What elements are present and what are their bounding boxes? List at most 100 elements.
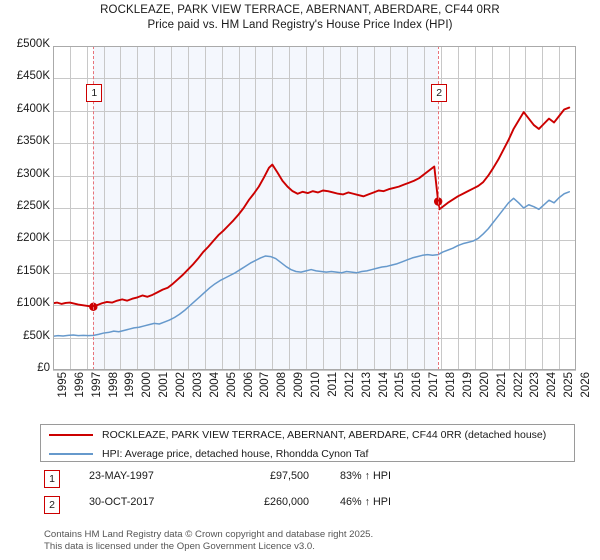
- x-tick-label: 2000: [141, 372, 154, 398]
- grid-line-horizontal: [53, 143, 576, 144]
- sale-hpi-delta: 46% ↑ HPI: [340, 496, 392, 508]
- x-tick-label: 1999: [124, 372, 137, 398]
- grid-line-vertical: [542, 46, 543, 370]
- x-tick-label: 2008: [276, 372, 289, 398]
- legend-label: HPI: Average price, detached house, Rhon…: [102, 447, 369, 460]
- y-tick-label: £350K: [16, 135, 50, 148]
- sale-date: 30-OCT-2017: [89, 496, 155, 508]
- grid-line-vertical: [205, 46, 206, 370]
- sale-index-badge[interactable]: 1: [44, 470, 60, 488]
- grid-line-horizontal: [53, 370, 576, 371]
- x-tick-label: 2004: [208, 372, 221, 398]
- y-tick-label: £50K: [23, 329, 50, 342]
- series-line-hpi: [53, 191, 570, 338]
- event-dashed-line: [93, 46, 95, 370]
- legend-color-swatch: [49, 433, 93, 436]
- y-axis-labels: £0 £50K £100K £150K £200K £250K £300K £350K £400…: [0, 38, 50, 374]
- grid-line-vertical: [525, 46, 526, 370]
- grid-line-horizontal: [53, 305, 576, 306]
- x-tick-label: 2014: [377, 372, 390, 398]
- x-tick-label: 2002: [175, 372, 188, 398]
- grid-line-horizontal: [53, 273, 576, 274]
- y-tick-label: £150K: [16, 264, 50, 277]
- grid-line-vertical: [104, 46, 105, 370]
- grid-line-vertical: [70, 46, 71, 370]
- footer-line-1: Contains HM Land Registry data © Crown c…: [44, 529, 374, 540]
- grid-line-vertical: [492, 46, 493, 370]
- page-title: ROCKLEAZE, PARK VIEW TERRACE, ABERNANT, …: [0, 3, 600, 33]
- grid-line-vertical: [239, 46, 240, 370]
- x-tick-label: 2019: [461, 372, 474, 398]
- grid-line-horizontal: [53, 78, 576, 79]
- sale-date: 23-MAY-1997: [89, 470, 154, 482]
- x-tick-label: 2013: [360, 372, 373, 398]
- grid-line-vertical: [509, 46, 510, 370]
- y-tick-label: £400K: [16, 102, 50, 115]
- x-axis-labels: 1995 1996 1997 1998 1999 2000 2001 2002 2003 2004…: [53, 372, 592, 418]
- x-tick-label: 2003: [191, 372, 204, 398]
- x-tick-label: 2017: [428, 372, 441, 398]
- x-tick-label: 2001: [158, 372, 171, 398]
- x-tick-label: 2021: [495, 372, 508, 398]
- x-tick-label: 2023: [529, 372, 542, 398]
- table-row[interactable]: 2 30-OCT-2017 £260,000 46% ↑ HPI: [40, 496, 580, 522]
- footer-attribution: Contains HM Land Registry data © Crown c…: [44, 529, 584, 552]
- x-tick-label: 2012: [343, 372, 356, 398]
- sale-hpi-delta: 83% ↑ HPI: [340, 470, 392, 482]
- series-lines: [53, 106, 571, 338]
- x-tick-label: 1998: [107, 372, 120, 398]
- sale-index-badge[interactable]: 2: [44, 496, 60, 514]
- x-tick-label: 2009: [293, 372, 306, 398]
- x-tick-label: 1997: [90, 372, 103, 398]
- footer-line-2: This data is licensed under the Open Gov…: [44, 540, 315, 552]
- title-line-2: Price paid vs. HM Land Registry's House …: [147, 19, 453, 31]
- grid-line-vertical: [323, 46, 324, 370]
- sale-price: £260,000: [263, 496, 309, 508]
- grid-line-vertical: [188, 46, 189, 370]
- x-tick-label: 2010: [310, 372, 323, 398]
- grid-line-vertical: [340, 46, 341, 370]
- grid-line-vertical: [154, 46, 155, 370]
- x-tick-label: 2024: [546, 372, 559, 398]
- grid-line-vertical: [87, 46, 88, 370]
- series-line-property: [53, 106, 571, 308]
- grid-line-horizontal: [53, 240, 576, 241]
- grid-line-vertical: [374, 46, 375, 370]
- x-tick-label: 2007: [259, 372, 272, 398]
- x-tick-label: 2022: [512, 372, 525, 398]
- event-number-badge[interactable]: 2: [431, 84, 448, 102]
- x-tick-label: 2018: [445, 372, 458, 398]
- grid-line-vertical: [272, 46, 273, 370]
- sales-table: 1 23-MAY-1997 £97,500 83% ↑ HPI 2 30-OCT-2017…: [40, 470, 580, 522]
- x-tick-label: 2020: [478, 372, 491, 398]
- event-number-badge[interactable]: 1: [86, 84, 103, 102]
- x-tick-label: 2011: [326, 372, 339, 397]
- table-row[interactable]: 1 23-MAY-1997 £97,500 83% ↑ HPI: [40, 470, 580, 496]
- grid-line-horizontal: [53, 176, 576, 177]
- grid-line-vertical: [137, 46, 138, 370]
- grid-line-vertical: [458, 46, 459, 370]
- y-tick-label: £0: [37, 362, 50, 374]
- title-line-1: ROCKLEAZE, PARK VIEW TERRACE, ABERNANT, …: [100, 4, 500, 16]
- y-tick-label: £300K: [16, 167, 50, 180]
- grid-line-vertical: [475, 46, 476, 370]
- grid-line-vertical: [306, 46, 307, 370]
- legend-item: ROCKLEAZE, PARK VIEW TERRACE, ABERNANT, …: [41, 425, 574, 444]
- y-tick-label: £500K: [16, 38, 50, 50]
- chart-legend: ROCKLEAZE, PARK VIEW TERRACE, ABERNANT, …: [40, 424, 575, 462]
- y-tick-label: £450K: [16, 70, 50, 83]
- x-tick-label: 2016: [411, 372, 424, 398]
- grid-line-vertical: [424, 46, 425, 370]
- grid-line-vertical: [390, 46, 391, 370]
- grid-line-vertical: [255, 46, 256, 370]
- grid-line-horizontal: [53, 111, 576, 112]
- grid-line-vertical: [559, 46, 560, 370]
- x-tick-label: 2006: [242, 372, 255, 398]
- x-tick-label: 1996: [73, 372, 86, 398]
- grid-line-vertical: [289, 46, 290, 370]
- grid-line-vertical: [407, 46, 408, 370]
- y-tick-label: £100K: [16, 297, 50, 310]
- x-tick-label: 2015: [394, 372, 407, 398]
